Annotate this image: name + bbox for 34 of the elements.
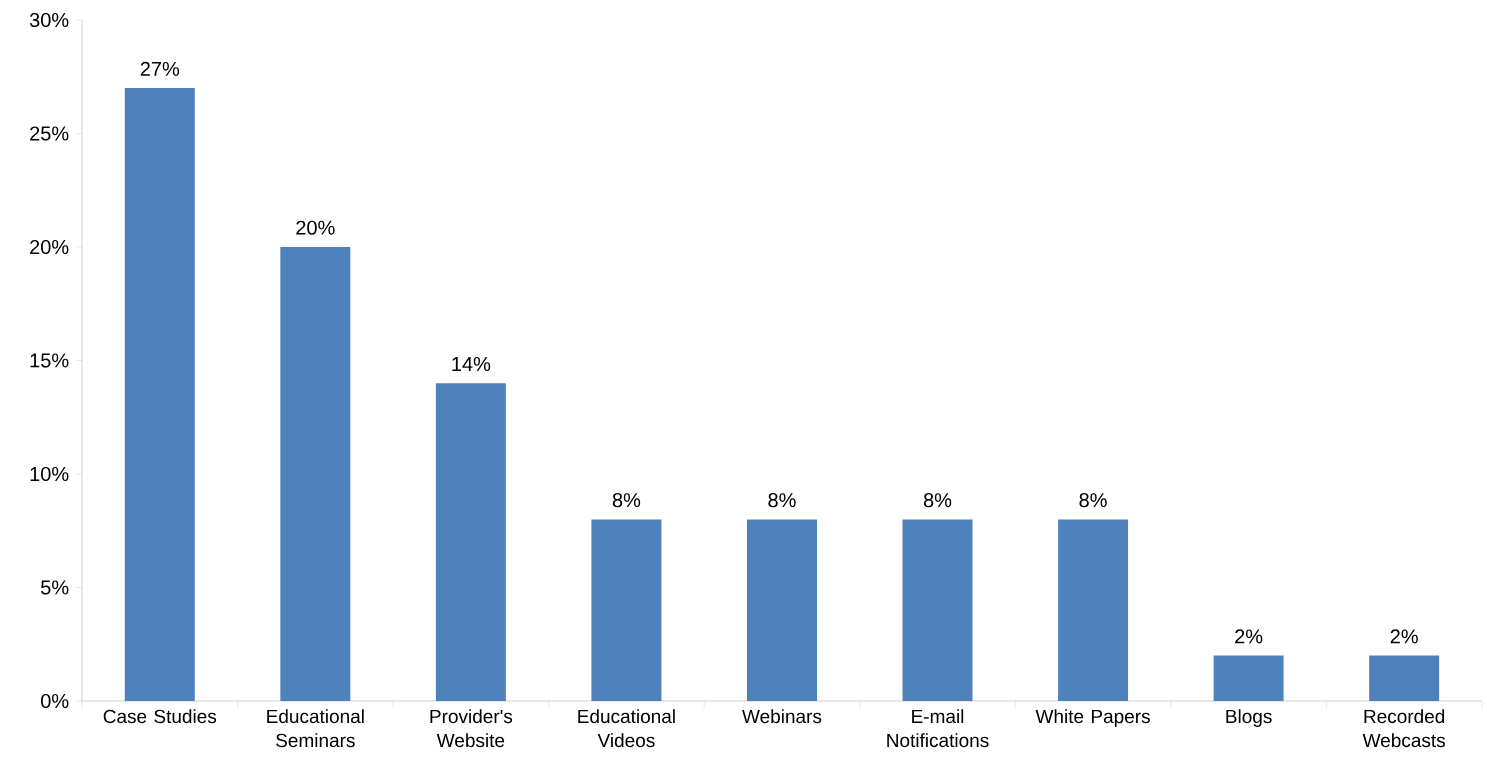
x-tick-label: Blogs <box>1226 709 1272 727</box>
data-label: 8% <box>612 493 641 508</box>
x-tick-label: E-mail Notifications <box>887 709 989 748</box>
data-label: 8% <box>768 493 796 508</box>
bar <box>746 519 817 701</box>
x-tick-label: White Papers <box>1035 709 1150 727</box>
data-label: 14% <box>452 357 491 372</box>
data-label: 20% <box>296 220 335 235</box>
x-tick-label: Provider's Website <box>430 709 513 748</box>
y-tick-label: 30% <box>29 12 69 28</box>
x-tick-label: Educational Seminars <box>267 709 364 748</box>
bar <box>1058 519 1129 701</box>
bar <box>591 519 662 701</box>
bar <box>1369 655 1440 701</box>
y-tick-label: 5% <box>41 580 69 595</box>
bar <box>280 247 351 701</box>
x-tick-label: Recorded Webcasts <box>1362 709 1445 748</box>
data-label: 27% <box>140 61 180 76</box>
y-tick-label: 10% <box>30 466 69 482</box>
bar <box>1213 655 1284 701</box>
y-tick-label: 25% <box>30 126 69 141</box>
x-tick-label: Webinars <box>742 709 822 724</box>
bar <box>435 383 506 701</box>
x-tick-label: Educational Videos <box>578 709 675 748</box>
data-label: 2% <box>1390 629 1418 644</box>
x-tick-label: Case Studies <box>103 709 217 724</box>
data-label: 8% <box>1079 493 1107 508</box>
bar <box>124 88 195 701</box>
bar <box>902 519 973 701</box>
data-label: 8% <box>923 493 952 508</box>
data-label: 2% <box>1235 629 1263 644</box>
y-tick-label: 20% <box>30 239 69 255</box>
y-tick-label: 15% <box>30 353 69 368</box>
y-tick-label: 0% <box>41 693 69 709</box>
